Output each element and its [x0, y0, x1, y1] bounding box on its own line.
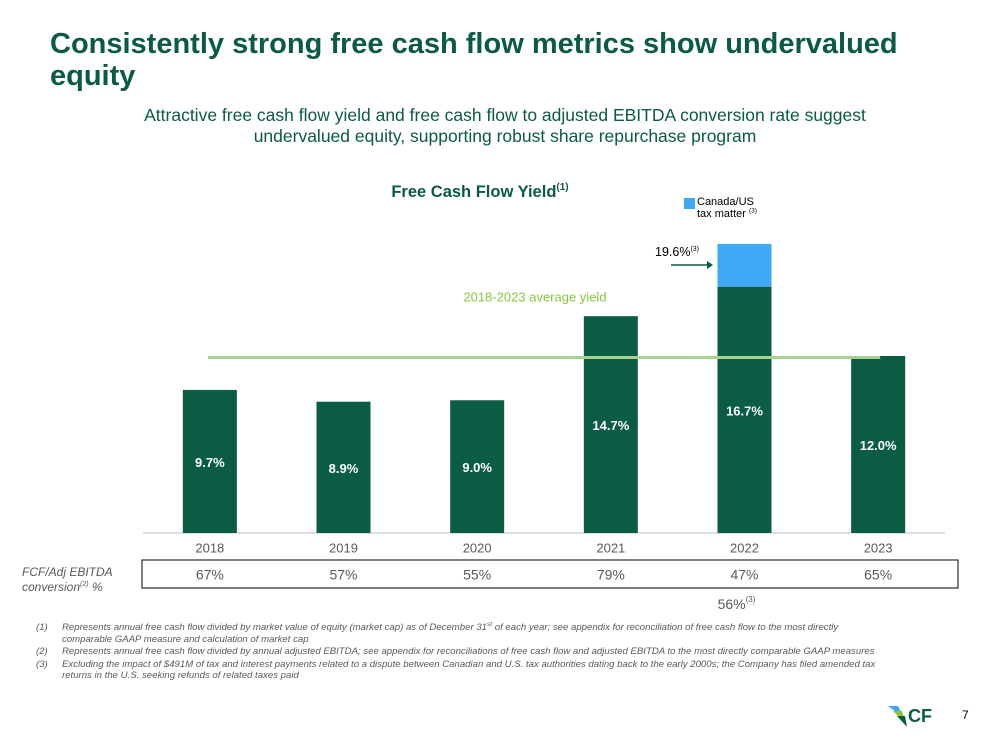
footnote-marker: (2)	[36, 646, 48, 657]
bar-segment	[583, 316, 638, 533]
footnote-body: Represents annual free cash flow divided…	[62, 646, 875, 658]
footnote-body: Excluding the impact of $491M of tax and…	[62, 659, 886, 682]
table-extra: 56%(3)	[718, 595, 756, 612]
bar-segment	[717, 286, 772, 533]
table-label: conversion(2) %	[22, 580, 103, 594]
table-label-text: conversion	[22, 580, 80, 594]
value-label: 8.9%	[329, 461, 359, 476]
table-extra-note: (3)	[746, 595, 756, 604]
table-value: 67%	[196, 567, 224, 583]
table-label: FCF/Adj EBITDA	[22, 565, 113, 579]
value-label: 9.0%	[462, 460, 492, 475]
bar-segment	[717, 243, 772, 287]
table-extra-value: 56%	[718, 596, 746, 612]
annotation: 19.6%(3)	[655, 245, 699, 259]
footnote-sup: st	[487, 620, 493, 628]
table-label-note: (2)	[80, 581, 89, 588]
slide-subtitle: Attractive free cash flow yield and free…	[144, 105, 866, 146]
logo-text: CF	[908, 706, 932, 726]
x-tick-label: 2022	[730, 540, 759, 555]
annotation-text: 19.6%	[655, 245, 690, 259]
bar-segment	[316, 401, 371, 533]
footnotes: (1) Represents annual free cash flow divi…	[36, 620, 886, 683]
annotation-note: (3)	[690, 246, 699, 253]
footnote-text: Represents annual free cash flow divided…	[62, 646, 875, 657]
footnote-text: Represents annual free cash flow divided…	[62, 622, 488, 633]
logo: CF	[888, 706, 932, 727]
legend-note: (3)	[748, 207, 757, 215]
x-tick-label: 2021	[596, 540, 625, 555]
x-tick-label: 2023	[864, 540, 893, 555]
table-value: 79%	[597, 567, 625, 583]
x-tick-label: 2020	[463, 540, 492, 555]
value-label: 14.7%	[592, 418, 629, 433]
table-label-suffix: %	[89, 580, 103, 594]
footnote-text: of each year; see appendix for reconcili…	[62, 622, 839, 645]
x-tick-label: 2019	[329, 540, 358, 555]
bar-segment	[450, 400, 505, 533]
legend-label: Canada/US tax matter (3)	[690, 196, 767, 220]
legend-entry: Canada/US tax matter (3)	[690, 196, 767, 220]
table-box	[141, 559, 959, 589]
value-label: 16.7%	[726, 403, 763, 418]
value-label: 12.0%	[860, 438, 897, 453]
footnote: (1) Represents annual free cash flow divi…	[36, 620, 886, 645]
table-value: 47%	[730, 567, 758, 583]
footnote-marker: (3)	[36, 658, 48, 670]
footnote-marker: (1)	[36, 622, 48, 633]
legend-swatch	[684, 198, 695, 209]
footnote-text: Excluding the impact of $491M of tax and…	[62, 658, 876, 682]
value-label: 9.7%	[195, 455, 225, 470]
footnote-body: Represents annual free cash flow divided…	[62, 620, 886, 645]
footnote: (2) Represents annual free cash flow divi…	[36, 646, 886, 658]
page-number: 7	[962, 708, 969, 722]
chart-title: Free Cash Flow Yield(1)	[391, 182, 568, 202]
average-label: 2018-2023 average yield	[463, 289, 606, 304]
footnote: (3) Excluding the impact of $491M of tax …	[36, 659, 886, 682]
logo-shape	[897, 716, 907, 727]
table-value: 65%	[864, 567, 892, 583]
legend-name: Canada/US tax matter	[697, 196, 754, 220]
table-value: 57%	[329, 567, 357, 583]
annotation-arrowhead	[707, 261, 713, 269]
table-value: 55%	[463, 567, 491, 583]
chart-title-note: (1)	[556, 182, 568, 193]
slide-title: Consistently strong free cash flow metri…	[50, 28, 898, 92]
chart-title-text: Free Cash Flow Yield	[391, 183, 556, 201]
x-tick-label: 2018	[195, 540, 224, 555]
bar-segment	[182, 389, 237, 533]
bar-segment	[851, 356, 906, 533]
